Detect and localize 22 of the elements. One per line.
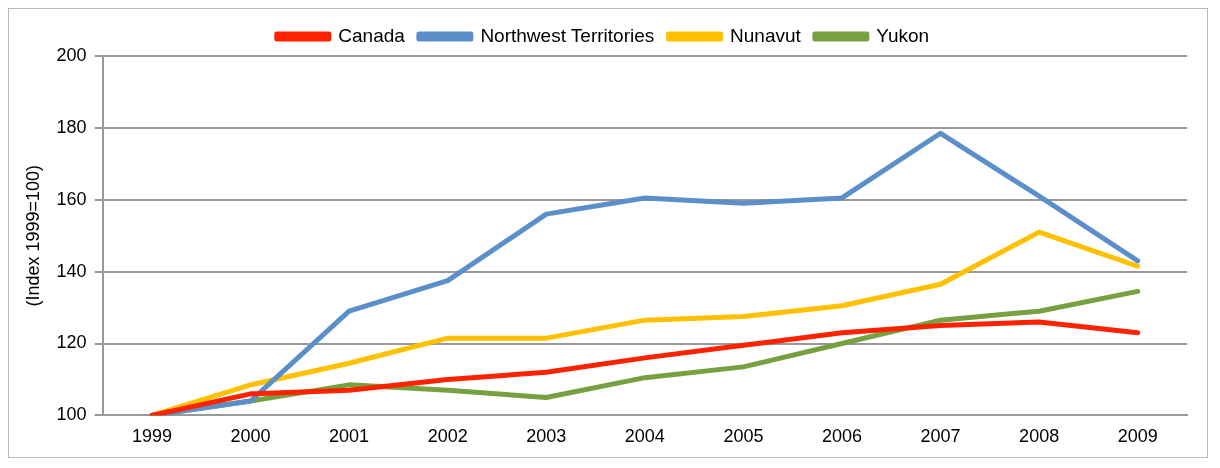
legend-label: Northwest Territories	[480, 24, 655, 46]
y-tick-label: 180	[56, 116, 87, 137]
y-tick-label: 140	[56, 260, 87, 281]
x-tick-label: 2009	[1117, 426, 1158, 447]
y-axis-title: (Index 1999=100)	[22, 164, 43, 307]
legend-label: Canada	[338, 24, 406, 46]
y-tick-label: 100	[56, 404, 87, 425]
x-tick-label: 2003	[526, 426, 567, 447]
legend-label: Nunavut	[730, 24, 802, 46]
x-tick-label: 2006	[821, 426, 862, 447]
x-tick-label: 2005	[723, 426, 764, 447]
x-tick-label: 2001	[329, 426, 370, 447]
y-tick-label: 160	[56, 188, 87, 209]
x-tick-label: 2004	[624, 426, 665, 447]
y-tick-label: 120	[56, 332, 87, 353]
x-tick-label: 1999	[131, 426, 172, 447]
legend-label: Yukon	[876, 24, 930, 46]
x-tick-label: 2002	[427, 426, 468, 447]
y-tick-label: 200	[56, 44, 87, 65]
x-tick-label: 2008	[1019, 426, 1060, 447]
x-tick-label: 2007	[920, 426, 961, 447]
x-tick-label: 2000	[230, 426, 271, 447]
